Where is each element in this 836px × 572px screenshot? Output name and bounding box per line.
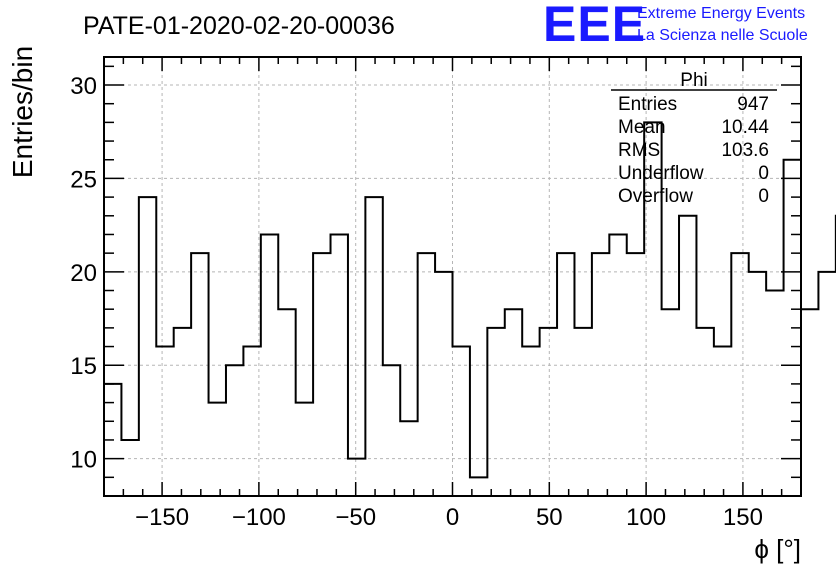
- stats-label-underflow: Underflow: [618, 163, 704, 184]
- stats-value-mean: 10.44: [721, 117, 769, 138]
- histogram-bin: [714, 347, 731, 496]
- stats-value-rms: 103.6: [721, 140, 769, 161]
- histogram-bin: [453, 347, 470, 496]
- histogram-bars: [104, 121, 836, 496]
- chart-title: PATE-01-2020-02-20-00036: [83, 12, 395, 40]
- stats-label-rms: RMS: [618, 140, 660, 161]
- stats-value-entries: 947: [737, 94, 769, 115]
- histogram-bin: [365, 197, 382, 496]
- y-tick-label: 30: [70, 73, 97, 100]
- stats-label-mean: Mean: [618, 117, 666, 138]
- eee-logo-mark: EEE: [543, 0, 646, 52]
- histogram-bin: [226, 365, 243, 496]
- y-tick-label: 15: [70, 353, 97, 380]
- histogram-bin: [731, 253, 748, 496]
- histogram-bin: [139, 197, 156, 496]
- x-tick-label: −100: [232, 504, 286, 531]
- x-tick-label: 150: [723, 504, 763, 531]
- histogram-bin: [557, 253, 574, 496]
- stats-box: Phi Entries 947 Mean 10.44 RMS 103.6 Und…: [611, 70, 777, 207]
- histogram-bin: [278, 309, 295, 496]
- stats-value-underflow: 0: [758, 163, 769, 184]
- y-tick-label: 25: [70, 166, 97, 193]
- histogram-bin: [627, 253, 644, 496]
- histogram-bin: [261, 234, 278, 496]
- logo-line-2: La Scienza nelle Scuole: [637, 27, 808, 44]
- histogram-bin: [487, 328, 504, 496]
- histogram-bin: [696, 328, 713, 496]
- histogram-bin: [749, 272, 766, 496]
- histogram-bin: [209, 403, 226, 496]
- x-tick-label: 0: [446, 504, 459, 531]
- x-tick-label: −50: [335, 504, 376, 531]
- stats-value-overflow: 0: [758, 186, 769, 207]
- histogram-bin: [156, 347, 173, 496]
- histogram-bin: [766, 291, 783, 496]
- histogram-bin: [505, 309, 522, 496]
- x-tick-label: 50: [536, 504, 563, 531]
- y-tick-label: 10: [70, 447, 97, 474]
- histogram-bin: [574, 328, 591, 496]
- histogram-bin: [296, 403, 313, 496]
- histogram-bin: [818, 272, 835, 496]
- tick-labels: −150 −100 −50 0 50 100 150 10 15 20 25 30: [70, 73, 763, 531]
- histogram-bin: [121, 440, 138, 496]
- histogram-bin: [801, 309, 818, 496]
- histogram-bin: [662, 309, 679, 496]
- stats-box-name: Phi: [680, 70, 707, 91]
- histogram-bin: [191, 253, 208, 496]
- histogram-bin: [383, 365, 400, 496]
- histogram-bin: [592, 253, 609, 496]
- histogram-bin: [609, 234, 626, 496]
- axis-ticks: [103, 57, 802, 496]
- histogram-bin: [522, 347, 539, 496]
- histogram-bin: [313, 253, 330, 496]
- histogram-bin: [679, 216, 696, 496]
- eee-logo: EEE Extreme Energy Events La Scienza nel…: [543, 0, 808, 52]
- histogram-bin: [348, 459, 365, 496]
- histogram-outline: [104, 121, 836, 479]
- histogram-bin: [435, 272, 452, 496]
- histogram-bin: [400, 421, 417, 496]
- histogram-bin: [243, 347, 260, 496]
- stats-label-entries: Entries: [618, 94, 677, 115]
- histogram-bin: [174, 328, 191, 496]
- x-axis-label: ϕ [°]: [754, 534, 801, 564]
- y-axis-label: Entries/bin: [7, 46, 38, 178]
- x-tick-label: −150: [135, 504, 189, 531]
- histogram-bin: [540, 328, 557, 496]
- x-tick-label: 100: [626, 504, 666, 531]
- histogram-bin: [418, 253, 435, 496]
- y-tick-label: 20: [70, 260, 97, 287]
- logo-line-1: Extreme Energy Events: [637, 5, 805, 22]
- stats-label-overflow: Overflow: [618, 186, 693, 207]
